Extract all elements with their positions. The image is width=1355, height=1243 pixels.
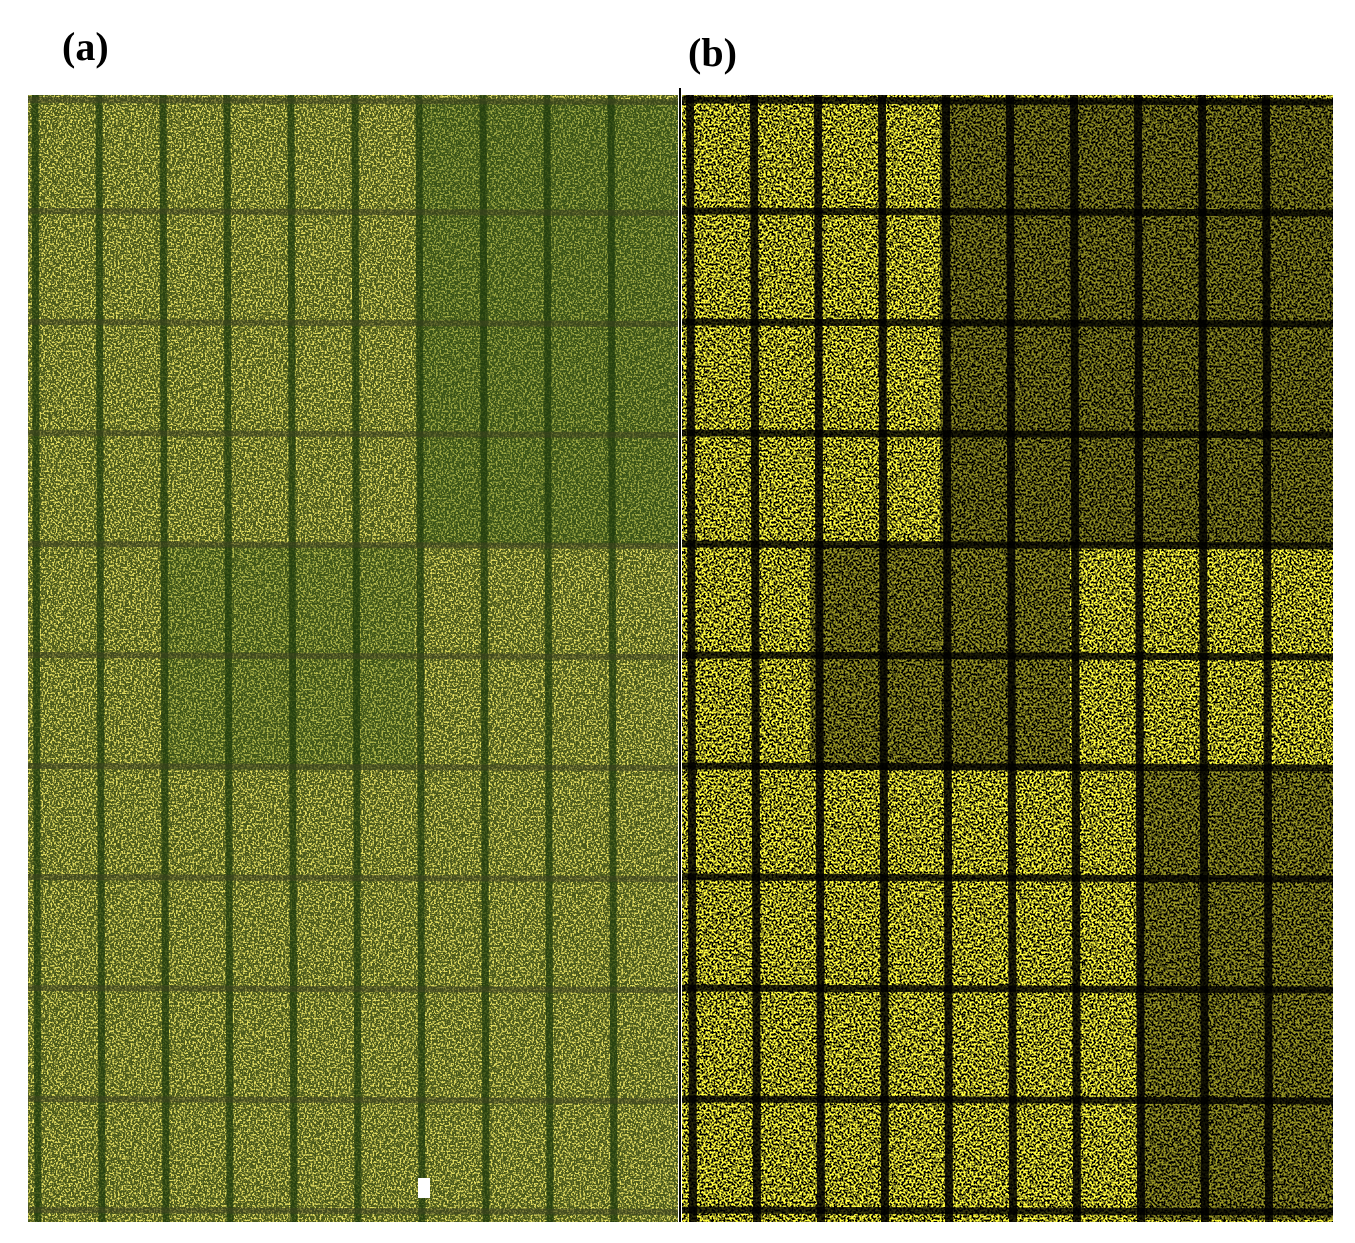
plot-border [682, 873, 1333, 883]
panel-label: (b) [688, 30, 737, 75]
plot-border [682, 318, 1333, 328]
plot-border [682, 1206, 1333, 1216]
plot-border [682, 96, 1333, 106]
plot-border [28, 97, 678, 105]
plot-border [682, 651, 1333, 661]
plot-border [28, 1096, 678, 1104]
plot-border [682, 762, 1333, 772]
plot-border [682, 207, 1333, 217]
segmented-image [682, 95, 1333, 1222]
plot-border [95, 95, 106, 1222]
plot-border [28, 652, 678, 660]
plot-border [28, 874, 678, 882]
plot-border [28, 985, 678, 993]
dark-plot [1140, 770, 1333, 1220]
plot-border [28, 1207, 678, 1215]
plot-border [28, 208, 678, 216]
plot-border [682, 1095, 1333, 1105]
plot-border [28, 430, 678, 438]
plot-border [682, 984, 1333, 994]
plot-border [31, 95, 42, 1222]
plot-border [682, 429, 1333, 439]
plot-border [28, 763, 678, 771]
panel-label: (a) [62, 24, 109, 69]
plot-border [159, 95, 170, 1222]
plot-border [682, 540, 1333, 550]
plot-border [28, 541, 678, 549]
field-photo [28, 95, 678, 1222]
plot-border [28, 319, 678, 327]
white-spot [418, 1178, 430, 1198]
